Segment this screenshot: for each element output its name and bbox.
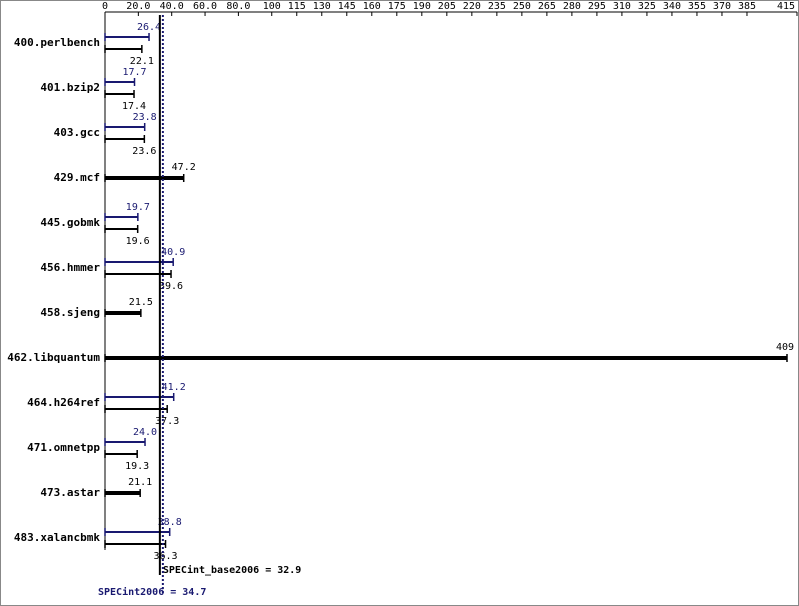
- x-tick-label: 80.0: [226, 1, 250, 12]
- bar: [105, 453, 138, 455]
- category-label: 403.gcc: [54, 126, 100, 139]
- x-tick-label: 40.0: [160, 1, 184, 12]
- bar: [105, 93, 135, 95]
- value-label: 41.2: [162, 382, 186, 393]
- x-tick-label: 145: [338, 1, 356, 12]
- bar: [105, 36, 150, 38]
- value-label: 36.3: [153, 551, 177, 562]
- value-label: 47.2: [172, 162, 196, 173]
- x-tick-label: 175: [388, 1, 406, 12]
- bar: [105, 176, 184, 180]
- x-tick-label: 250: [513, 1, 531, 12]
- value-label: 24.0: [133, 427, 157, 438]
- x-tick-label: 280: [563, 1, 581, 12]
- category-label: 445.gobmk: [40, 216, 100, 229]
- value-label: 39.6: [159, 281, 183, 292]
- category-label: 473.astar: [40, 486, 100, 499]
- bar: [105, 441, 146, 443]
- x-tick-label: 190: [413, 1, 431, 12]
- x-tick-label: 60.0: [193, 1, 217, 12]
- x-tick-label: 325: [638, 1, 656, 12]
- category-label: 458.sjeng: [40, 306, 100, 319]
- value-label: 40.9: [161, 247, 185, 258]
- x-tick-label: 100: [263, 1, 281, 12]
- bar: [105, 138, 145, 140]
- x-tick-label: 235: [488, 1, 506, 12]
- bar: [105, 48, 142, 50]
- bar: [105, 311, 141, 315]
- x-tick-label: 115: [288, 1, 306, 12]
- category-label: 462.libquantum: [7, 351, 100, 364]
- bar: [105, 216, 138, 218]
- value-label: 21.5: [129, 297, 153, 308]
- x-tick-label: 205: [438, 1, 456, 12]
- category-label: 401.bzip2: [40, 81, 100, 94]
- bar: [105, 126, 145, 128]
- category-label: 456.hmmer: [40, 261, 100, 274]
- value-label: 22.1: [130, 56, 154, 67]
- x-tick-label: 295: [588, 1, 606, 12]
- bar: [105, 491, 141, 495]
- category-label: 471.omnetpp: [27, 441, 100, 454]
- x-tick-label: 415: [777, 1, 795, 12]
- bar: [105, 408, 168, 410]
- x-tick-label: 310: [613, 1, 631, 12]
- x-tick-label: 340: [663, 1, 681, 12]
- bar: [105, 228, 138, 230]
- bar: [105, 261, 174, 263]
- category-label: 400.perlbench: [14, 36, 100, 49]
- reference-label: SPECint2006 = 34.7: [98, 586, 206, 598]
- bar: [105, 81, 135, 83]
- value-label: 23.6: [132, 146, 156, 157]
- x-tick-label: 0: [102, 1, 108, 12]
- bar: [105, 273, 172, 275]
- x-tick-label: 370: [713, 1, 731, 12]
- x-tick-label: 160: [363, 1, 381, 12]
- value-label: 37.3: [155, 416, 179, 427]
- value-label: 17.4: [122, 101, 146, 112]
- value-label: 26.4: [137, 22, 161, 33]
- x-tick-label: 385: [738, 1, 756, 12]
- category-label: 429.mcf: [54, 171, 100, 184]
- bar: [105, 543, 166, 545]
- bar: [105, 356, 787, 360]
- value-label: 19.3: [125, 461, 149, 472]
- value-label: 409: [776, 342, 794, 353]
- value-label: 19.7: [126, 202, 150, 213]
- x-tick-label: 355: [688, 1, 706, 12]
- category-label: 464.h264ref: [27, 396, 100, 409]
- value-label: 21.1: [128, 477, 152, 488]
- x-tick-label: 20.0: [126, 1, 150, 12]
- category-label: 483.xalancbmk: [14, 531, 100, 544]
- value-label: 23.8: [133, 112, 157, 123]
- reference-label: SPECint_base2006 = 32.9: [163, 564, 301, 576]
- bar: [105, 531, 170, 533]
- value-label: 17.7: [122, 67, 146, 78]
- x-tick-label: 265: [538, 1, 556, 12]
- x-tick-label: 130: [313, 1, 331, 12]
- x-tick-label: 220: [463, 1, 481, 12]
- bar: [105, 396, 174, 398]
- value-label: 19.6: [126, 236, 150, 247]
- value-label: 38.8: [158, 517, 182, 528]
